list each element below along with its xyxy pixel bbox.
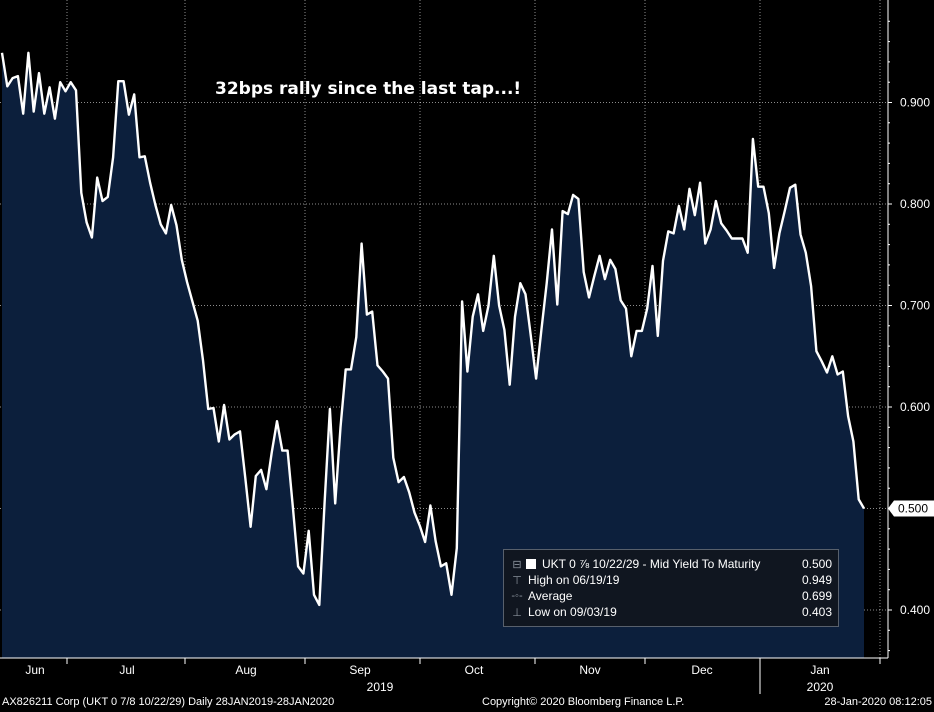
legend-box: ⊟ UKT 0 ⅞ 10/22/29 - Mid Yield To Maturi… xyxy=(503,549,839,627)
footer-timestamp: 28-Jan-2020 08:12:05 xyxy=(824,696,932,708)
legend-average-label: Average xyxy=(528,589,573,603)
x-month-label: Jun xyxy=(25,663,44,677)
chart-annotation: 32bps rally since the last tap...! xyxy=(215,79,521,99)
average-marker-icon: -◦- xyxy=(511,590,523,602)
footer-security-info: AX826211 Corp (UKT 0 7/8 10/22/29) Daily… xyxy=(2,696,335,708)
legend-row-series[interactable]: ⊟ UKT 0 ⅞ 10/22/29 - Mid Yield To Maturi… xyxy=(510,556,832,572)
legend-series-suffix: 10/22/29 - Mid Yield To Maturity xyxy=(592,557,761,571)
x-month-label: Oct xyxy=(465,663,484,677)
x-month-label: Nov xyxy=(579,663,600,677)
x-month-label: Aug xyxy=(235,663,256,677)
legend-series-value: 0.500 xyxy=(801,557,832,571)
footer-bar: AX826211 Corp (UKT 0 7/8 10/22/29) Daily… xyxy=(0,694,934,712)
yield-chart: 0.400 0.600 0.700 0.800 0.900 0.500 Jun Jul Aug… xyxy=(0,0,934,694)
high-marker-icon: ⊤ xyxy=(512,574,522,587)
x-year-label: 2019 xyxy=(367,680,394,694)
series-checkbox-icon[interactable]: ⊟ xyxy=(512,558,522,571)
footer-copyright: Copyright© 2020 Bloomberg Finance L.P. xyxy=(482,696,685,708)
y-tick-label: 0.400 xyxy=(900,603,930,617)
legend-average-value: 0.699 xyxy=(801,589,832,603)
legend-low-value: 0.403 xyxy=(801,605,832,619)
x-month-label: Dec xyxy=(691,663,712,677)
y-tick-label: 0.900 xyxy=(900,96,930,110)
x-month-label: Jan xyxy=(810,663,829,677)
last-value-label: 0.500 xyxy=(898,502,928,516)
legend-row-high: ⊤ High on 06/19/19 0.949 xyxy=(510,572,832,588)
x-axis: Jun Jul Aug Sep Oct Nov Dec Jan 2019 2020 xyxy=(0,657,888,694)
yield-series-line xyxy=(0,51,866,607)
x-year-label: 2020 xyxy=(807,680,834,694)
legend-high-label: High on 06/19/19 xyxy=(528,573,620,587)
y-tick-label: 0.700 xyxy=(900,299,930,313)
legend-series-prefix: UKT 0 xyxy=(542,557,576,571)
legend-low-label: Low on 09/03/19 xyxy=(528,605,617,619)
legend-row-average: -◦- Average 0.699 xyxy=(510,588,832,604)
x-month-label: Sep xyxy=(349,663,371,677)
legend-series-fraction: ⅞ xyxy=(579,557,590,571)
last-value-tag xyxy=(888,500,934,517)
low-marker-icon: ⊥ xyxy=(512,606,522,619)
y-tick-label: 0.800 xyxy=(900,197,930,211)
series-color-swatch xyxy=(526,559,536,569)
legend-row-low: ⊥ Low on 09/03/19 0.403 xyxy=(510,604,832,620)
yield-area-fill xyxy=(2,52,864,659)
y-axis: 0.400 0.600 0.700 0.800 0.900 0.500 xyxy=(887,0,934,658)
legend-high-value: 0.949 xyxy=(801,573,832,587)
y-tick-label: 0.600 xyxy=(900,400,930,414)
x-month-label: Jul xyxy=(119,663,134,677)
